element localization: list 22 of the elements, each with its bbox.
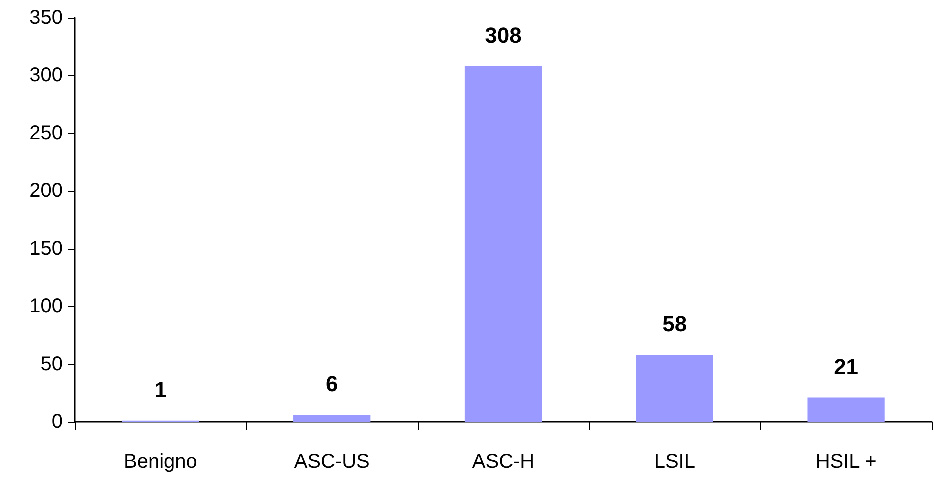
y-tick-label: 50 (40, 353, 63, 376)
data-label: 1 (154, 377, 167, 402)
y-tick-label: 0 (52, 411, 63, 433)
data-label: 21 (834, 354, 859, 380)
bar (294, 415, 371, 422)
bar (808, 398, 885, 422)
x-tick-label: HSIL + (816, 451, 877, 473)
data-label: 6 (326, 372, 338, 397)
x-tick-label: ASC-H (472, 451, 535, 473)
x-tick-label: LSIL (654, 451, 696, 473)
y-tick-label: 300 (30, 64, 63, 87)
bar (464, 66, 542, 422)
y-tick-label: 100 (30, 296, 63, 318)
x-tick-label: Benigno (124, 451, 198, 473)
y-tick-label: 250 (30, 122, 63, 144)
data-label: 58 (662, 312, 688, 337)
data-label: 308 (485, 22, 522, 48)
y-tick-label: 150 (30, 238, 63, 260)
x-tick-label: ASC-US (294, 451, 370, 473)
bar (636, 355, 714, 422)
y-tick-label: 350 (30, 7, 63, 29)
y-tick-label: 200 (30, 180, 63, 202)
